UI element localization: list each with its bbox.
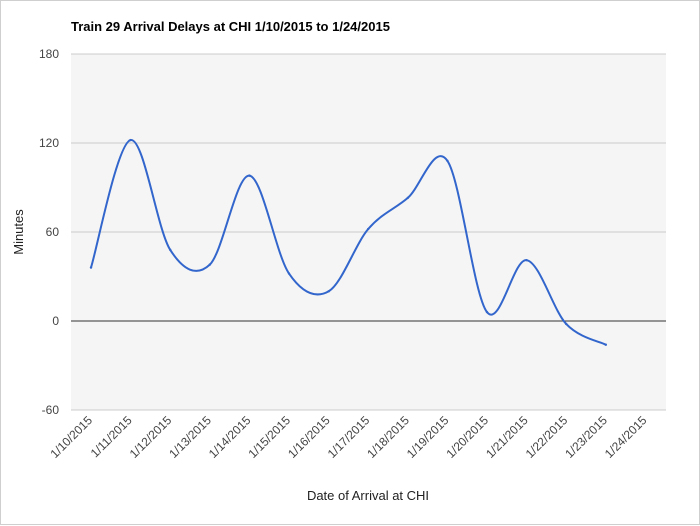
- data-point: [169, 248, 172, 251]
- y-tick-label: -60: [42, 403, 60, 417]
- x-tick-label: 1/12/2015: [127, 413, 175, 461]
- x-tick-label: 1/17/2015: [325, 413, 373, 461]
- chart-title: Train 29 Arrival Delays at CHI 1/10/2015…: [71, 19, 390, 34]
- gridlines: [71, 53, 666, 411]
- series-layer: [89, 138, 607, 346]
- y-axis-label: Minutes: [11, 209, 26, 255]
- data-point: [525, 258, 528, 262]
- data-point: [129, 138, 132, 142]
- x-tick-label: 1/20/2015: [443, 413, 491, 461]
- x-tick-label: 1/13/2015: [166, 413, 214, 461]
- series-line: [90, 139, 607, 346]
- x-axis-label: Date of Arrival at CHI: [307, 488, 429, 503]
- y-tick-label: 180: [39, 47, 59, 61]
- x-tick-label: 1/23/2015: [562, 413, 610, 461]
- x-tick-label: 1/16/2015: [285, 413, 333, 461]
- x-tick-label: 1/14/2015: [206, 413, 254, 461]
- data-point: [89, 266, 93, 269]
- x-tick-label: 1/18/2015: [364, 413, 412, 461]
- x-tick-label: 1/24/2015: [602, 413, 650, 461]
- y-tick-label: 0: [52, 314, 59, 328]
- data-point: [446, 159, 449, 162]
- x-tick-label: 1/15/2015: [245, 413, 293, 461]
- data-point: [367, 227, 370, 231]
- y-tick-label: 120: [39, 136, 59, 150]
- data-point: [406, 196, 409, 200]
- y-tick-label: 60: [46, 225, 60, 239]
- y-axis-ticks: 180 120 60 0 -60: [39, 47, 59, 417]
- x-axis-ticks: 1/10/20151/11/20151/12/20151/13/20151/14…: [47, 413, 649, 461]
- data-point: [327, 290, 330, 293]
- data-point: [248, 174, 251, 177]
- x-tick-label: 1/22/2015: [523, 413, 571, 461]
- x-tick-label: 1/19/2015: [404, 413, 452, 461]
- data-point: [208, 263, 211, 266]
- data-point: [565, 322, 568, 326]
- data-point: [604, 343, 607, 346]
- x-tick-label: 1/21/2015: [483, 413, 531, 461]
- data-point: [485, 310, 489, 314]
- data-point: [287, 272, 291, 275]
- x-tick-label: 1/10/2015: [47, 413, 95, 461]
